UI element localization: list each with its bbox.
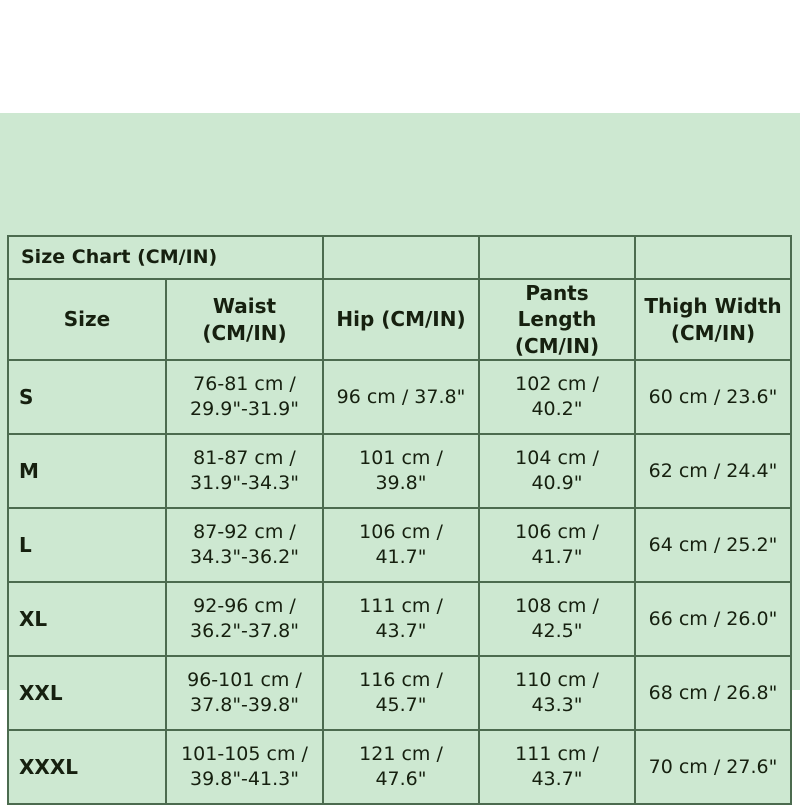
cell-waist: 81-87 cm / 31.9"-34.3" <box>165 433 324 510</box>
cell-pants-length: 108 cm / 42.5" <box>478 581 636 658</box>
column-header-thigh-width-line1: Thigh Width <box>644 294 782 319</box>
cell-thigh-width: 70 cm / 27.6" <box>634 729 792 805</box>
cell-size: L <box>7 507 167 584</box>
column-header-hip: Hip (CM/IN) <box>322 277 480 362</box>
cell-waist-line1: 96-101 cm / <box>187 669 302 692</box>
cell-size: XL <box>7 581 167 658</box>
cell-waist: 101-105 cm / 39.8"-41.3" <box>165 729 324 805</box>
cell-waist: 92-96 cm / 36.2"-37.8" <box>165 581 324 658</box>
cell-hip: 121 cm / 47.6" <box>322 729 480 805</box>
cell-pants-length: 110 cm / 43.3" <box>478 655 636 732</box>
title-row-spacer-pants <box>478 235 636 280</box>
table-title-row: Size Chart (CM/IN) <box>7 235 792 280</box>
cell-hip: 111 cm / 43.7" <box>322 581 480 658</box>
size-chart-table: Size Chart (CM/IN) Size Waist (CM/IN) Hi… <box>7 235 792 805</box>
cell-thigh-width: 66 cm / 26.0" <box>634 581 792 658</box>
table-row: XL 92-96 cm / 36.2"-37.8" 111 cm / 43.7"… <box>7 581 792 658</box>
column-header-thigh-width: Thigh Width (CM/IN) <box>634 277 792 362</box>
cell-waist: 96-101 cm / 37.8"-39.8" <box>165 655 324 732</box>
cell-waist-line2: 36.2"-37.8" <box>190 620 299 643</box>
column-header-thigh-width-line2: (CM/IN) <box>670 320 756 345</box>
column-header-pants-length-line1: Pants Length <box>517 281 597 332</box>
cell-pants-length: 102 cm / 40.2" <box>478 359 636 436</box>
cell-hip: 106 cm / 41.7" <box>322 507 480 584</box>
table-row: XXXL 101-105 cm / 39.8"-41.3" 121 cm / 4… <box>7 729 792 805</box>
column-header-waist: Waist (CM/IN) <box>165 277 324 362</box>
cell-waist-line2: 34.3"-36.2" <box>190 546 299 569</box>
cell-waist-line1: 76-81 cm / <box>193 373 296 396</box>
cell-thigh-width: 62 cm / 24.4" <box>634 433 792 510</box>
cell-hip: 96 cm / 37.8" <box>322 359 480 436</box>
cell-waist-line2: 29.9"-31.9" <box>190 398 299 421</box>
cell-waist-line1: 101-105 cm / <box>181 743 308 766</box>
cell-waist-line1: 87-92 cm / <box>193 521 296 544</box>
column-header-pants-length: Pants Length (CM/IN) <box>478 277 636 362</box>
cell-waist-line1: 92-96 cm / <box>193 595 296 618</box>
cell-waist-line2: 39.8"-41.3" <box>190 768 299 791</box>
table-row: L 87-92 cm / 34.3"-36.2" 106 cm / 41.7" … <box>7 507 792 584</box>
cell-thigh-width: 60 cm / 23.6" <box>634 359 792 436</box>
table-row: M 81-87 cm / 31.9"-34.3" 101 cm / 39.8" … <box>7 433 792 510</box>
table-header-row: Size Waist (CM/IN) Hip (CM/IN) Pants Len… <box>7 277 792 362</box>
table-row: XXL 96-101 cm / 37.8"-39.8" 116 cm / 45.… <box>7 655 792 732</box>
column-header-size: Size <box>7 277 167 362</box>
cell-size: XXL <box>7 655 167 732</box>
cell-hip: 116 cm / 45.7" <box>322 655 480 732</box>
cell-waist: 76-81 cm / 29.9"-31.9" <box>165 359 324 436</box>
cell-pants-length: 104 cm / 40.9" <box>478 433 636 510</box>
cell-thigh-width: 68 cm / 26.8" <box>634 655 792 732</box>
cell-size: S <box>7 359 167 436</box>
table-row: S 76-81 cm / 29.9"-31.9" 96 cm / 37.8" 1… <box>7 359 792 436</box>
table-title: Size Chart (CM/IN) <box>7 235 324 280</box>
cell-pants-length: 111 cm / 43.7" <box>478 729 636 805</box>
cell-hip: 101 cm / 39.8" <box>322 433 480 510</box>
title-row-spacer-hip <box>322 235 480 280</box>
title-row-spacer-thigh <box>634 235 792 280</box>
size-chart-table-container: Size Chart (CM/IN) Size Waist (CM/IN) Hi… <box>7 235 792 805</box>
cell-waist-line2: 31.9"-34.3" <box>190 472 299 495</box>
cell-waist: 87-92 cm / 34.3"-36.2" <box>165 507 324 584</box>
cell-waist-line2: 37.8"-39.8" <box>190 694 299 717</box>
size-chart-sheet: Size Chart (CM/IN) Size Waist (CM/IN) Hi… <box>0 113 800 805</box>
cell-waist-line1: 81-87 cm / <box>193 447 296 470</box>
cell-thigh-width: 64 cm / 25.2" <box>634 507 792 584</box>
cell-pants-length: 106 cm / 41.7" <box>478 507 636 584</box>
cell-size: XXXL <box>7 729 167 805</box>
cell-size: M <box>7 433 167 510</box>
column-header-pants-length-line2: (CM/IN) <box>514 333 600 358</box>
